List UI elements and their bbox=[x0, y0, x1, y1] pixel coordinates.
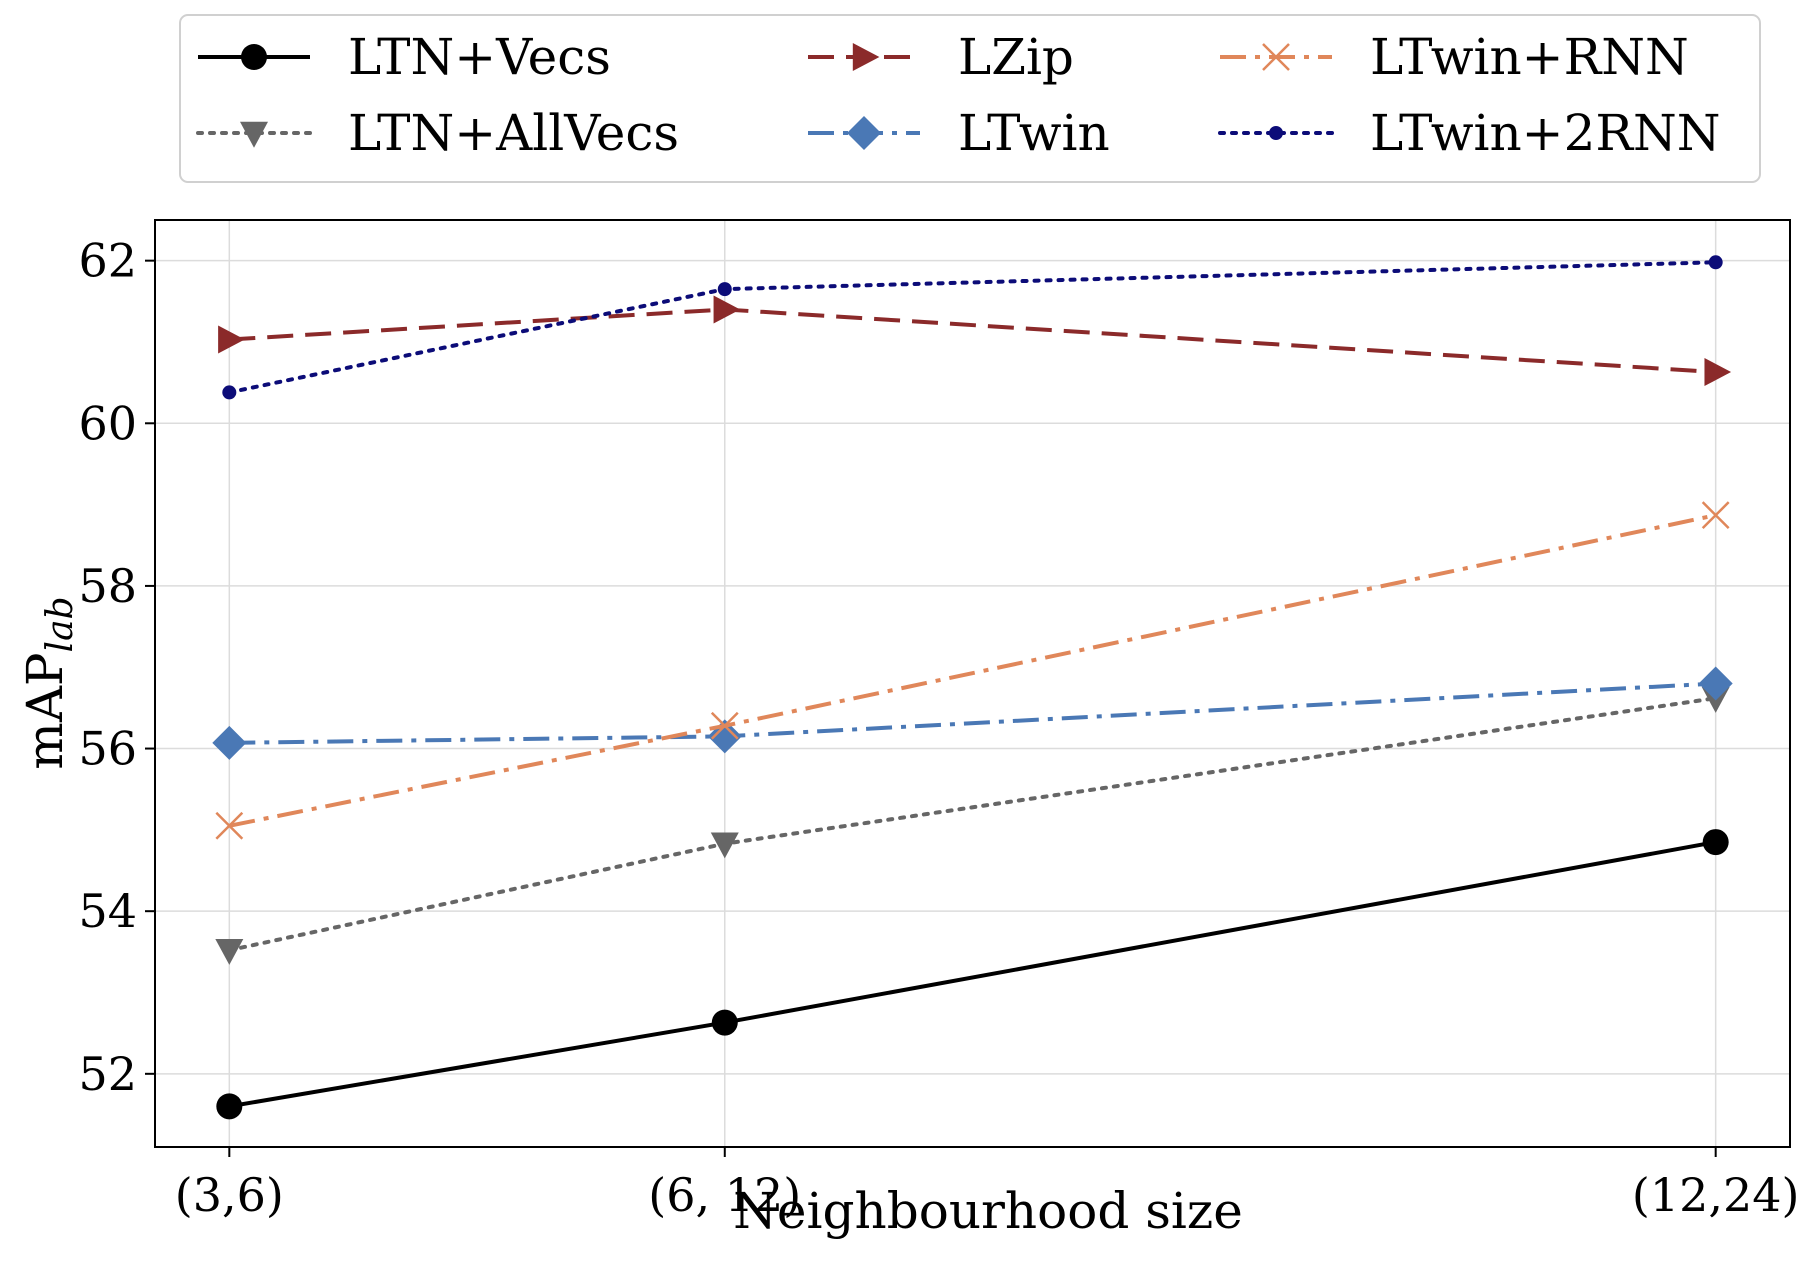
series-ltwin bbox=[212, 666, 1733, 760]
data-point-ltn-allvecs bbox=[710, 832, 739, 859]
legend-item-ltwin-2rnn: LTwin+2RNN bbox=[1218, 104, 1721, 162]
series-lzip bbox=[218, 295, 1732, 387]
series-ltn-vecs bbox=[216, 829, 1729, 1120]
legend-marker-ltwin bbox=[847, 116, 881, 150]
legend-label-ltn-allvecs: LTN+AllVecs bbox=[348, 104, 679, 162]
y-tick-label: 56 bbox=[78, 722, 137, 776]
legend-marker-ltwin-rnn bbox=[1262, 43, 1290, 71]
y-tick-label: 54 bbox=[78, 884, 137, 938]
legend-label-ltwin-rnn: LTwin+RNN bbox=[1370, 28, 1689, 86]
legend-label-ltn-vecs: LTN+Vecs bbox=[348, 28, 611, 86]
y-tick-label: 60 bbox=[78, 396, 137, 450]
legend-marker-ltwin-2rnn bbox=[1269, 126, 1283, 140]
y-axis-title-subscript: lab bbox=[40, 596, 81, 652]
data-point-ltn-allvecs bbox=[215, 939, 244, 965]
data-point-ltn-vecs bbox=[711, 1009, 738, 1036]
data-point-ltwin bbox=[212, 725, 247, 760]
x-axis-title: Neighbourhood size bbox=[733, 1182, 1243, 1240]
legend-label-lzip: LZip bbox=[958, 28, 1074, 86]
x-tick-label: (12,24) bbox=[1632, 1168, 1800, 1222]
data-point-ltwin-rnn bbox=[1701, 501, 1730, 530]
x-tick-label: (6, 12) bbox=[648, 1168, 801, 1222]
legend-frame bbox=[179, 14, 1761, 183]
y-tick-label: 58 bbox=[78, 559, 137, 613]
legend-item-ltn-allvecs: LTN+AllVecs bbox=[196, 104, 679, 162]
series-ltwin-rnn bbox=[215, 501, 1730, 840]
data-point-ltwin-rnn bbox=[710, 711, 739, 740]
legend-marker-ltn-vecs bbox=[241, 44, 267, 70]
data-point-ltwin-2rnn bbox=[1708, 255, 1723, 270]
legend-label-ltwin: LTwin bbox=[958, 104, 1110, 162]
x-axis: (3,6) (6, 12) (12,24) bbox=[175, 1147, 1800, 1222]
data-point-lzip bbox=[1704, 358, 1732, 387]
series-ltwin-2rnn bbox=[222, 255, 1723, 400]
data-point-ltwin-rnn bbox=[215, 811, 244, 840]
x-tick-label: (3,6) bbox=[175, 1168, 284, 1222]
y-axis: 52 54 56 58 60 62 bbox=[78, 234, 155, 1101]
data-point-ltwin-2rnn bbox=[222, 385, 237, 400]
data-point-ltn-vecs bbox=[1702, 829, 1729, 856]
legend-label-ltwin-2rnn: LTwin+2RNN bbox=[1370, 104, 1721, 162]
data-point-lzip bbox=[218, 325, 245, 354]
series-layer bbox=[212, 255, 1733, 1120]
legend-item-lzip: LZip bbox=[808, 28, 1074, 86]
data-point-ltn-vecs bbox=[216, 1093, 243, 1120]
legend: LTN+Vecs LTN+AllVecs LZip LTwin LTwin+RNN LTw… bbox=[179, 14, 1761, 183]
legend-marker-ltn-allvecs bbox=[240, 121, 268, 148]
y-axis-title: mAPlab bbox=[16, 596, 81, 769]
data-point-ltwin bbox=[1698, 666, 1733, 701]
legend-item-ltwin: LTwin bbox=[808, 104, 1110, 162]
data-point-ltwin-2rnn bbox=[717, 282, 732, 297]
y-tick-label: 62 bbox=[78, 234, 137, 288]
y-tick-label: 52 bbox=[78, 1047, 137, 1101]
legend-item-ltn-vecs: LTN+Vecs bbox=[198, 28, 611, 86]
legend-item-ltwin-rnn: LTwin+RNN bbox=[1220, 28, 1689, 86]
data-point-lzip bbox=[713, 295, 741, 324]
legend-marker-lzip bbox=[852, 43, 880, 71]
y-axis-title-main: mAP bbox=[16, 652, 74, 769]
plot-frame bbox=[154, 219, 1791, 1148]
